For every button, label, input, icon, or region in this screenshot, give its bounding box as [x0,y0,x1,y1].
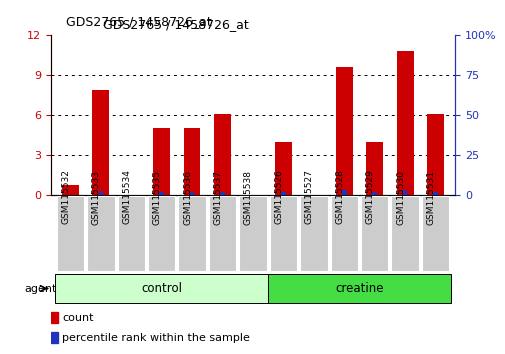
Text: agent: agent [25,284,57,293]
Bar [159,192,164,195]
Bar [341,190,346,195]
Text: GSM115531: GSM115531 [426,170,435,224]
Text: GSM115534: GSM115534 [122,170,131,224]
Bar [426,114,443,195]
Bar [220,192,224,195]
Bar [62,185,79,195]
Bar [366,142,382,195]
Text: GSM115526: GSM115526 [274,170,283,224]
Text: GSM115529: GSM115529 [365,170,374,224]
Text: creatine: creatine [335,282,383,295]
Bar [50,332,58,343]
Bar [189,192,194,195]
Text: GDS2765 / 1458726_at: GDS2765 / 1458726_at [66,15,211,28]
Bar [275,142,291,195]
Text: GSM115530: GSM115530 [395,170,405,224]
FancyBboxPatch shape [330,196,358,271]
Bar [50,312,58,323]
FancyBboxPatch shape [239,196,266,271]
FancyBboxPatch shape [55,274,268,303]
FancyBboxPatch shape [57,196,84,271]
Text: GSM115537: GSM115537 [213,170,222,224]
Text: GSM115527: GSM115527 [305,170,313,224]
FancyBboxPatch shape [147,196,175,271]
Text: GDS2765 / 1458726_at: GDS2765 / 1458726_at [103,18,248,31]
Bar [153,128,170,195]
Bar [402,190,407,195]
FancyBboxPatch shape [269,196,296,271]
FancyBboxPatch shape [361,196,388,271]
Text: GSM115535: GSM115535 [153,170,162,224]
FancyBboxPatch shape [209,196,236,271]
Text: GSM115538: GSM115538 [243,170,252,224]
Text: percentile rank within the sample: percentile rank within the sample [62,333,249,343]
Bar [432,192,437,195]
Text: GSM115532: GSM115532 [61,170,70,224]
Bar [281,193,285,195]
Bar [335,67,352,195]
FancyBboxPatch shape [299,196,327,271]
Bar [372,192,376,195]
Text: GSM115528: GSM115528 [335,170,343,224]
Text: GSM115536: GSM115536 [183,170,192,224]
Text: GSM115533: GSM115533 [91,170,100,224]
Text: control: control [141,282,182,295]
FancyBboxPatch shape [391,196,418,271]
FancyBboxPatch shape [87,196,114,271]
Bar [92,90,109,195]
Text: count: count [62,313,93,323]
FancyBboxPatch shape [117,196,144,271]
FancyBboxPatch shape [421,196,448,271]
Bar [183,128,200,195]
Bar [396,51,413,195]
FancyBboxPatch shape [268,274,450,303]
FancyBboxPatch shape [178,196,206,271]
Bar [214,114,230,195]
Bar [98,192,103,195]
